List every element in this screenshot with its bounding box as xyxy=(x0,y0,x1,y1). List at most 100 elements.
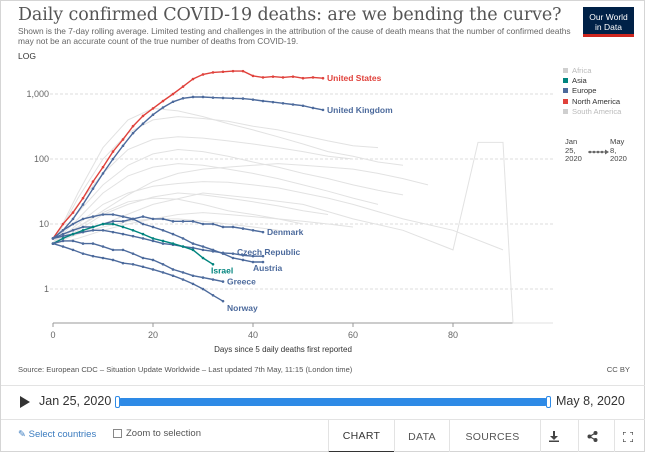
series-point xyxy=(111,150,115,153)
series-point xyxy=(71,222,75,226)
slider-end-handle[interactable] xyxy=(546,396,551,408)
series-point xyxy=(171,220,175,223)
select-countries-link[interactable]: ✎ Select countries xyxy=(18,429,96,440)
zoom-checkbox[interactable] xyxy=(113,429,122,438)
series-point xyxy=(141,237,145,240)
series-point xyxy=(51,237,55,240)
series-point xyxy=(281,76,285,79)
series-point xyxy=(81,242,85,245)
slider-start-handle[interactable] xyxy=(115,396,120,408)
series-point xyxy=(111,157,115,161)
series-point xyxy=(181,85,185,88)
series-point xyxy=(161,217,165,221)
y-tick-label: 1,000 xyxy=(26,89,49,99)
series-point xyxy=(261,254,265,258)
series-point xyxy=(241,254,245,257)
axes: 1 10 100 1,000 0 20 40 60 80 xyxy=(26,89,553,340)
series-label: Norway xyxy=(227,303,258,313)
series-point xyxy=(61,237,65,240)
share-button[interactable] xyxy=(578,420,605,452)
timeline-start-date: Jan 25, 2020 xyxy=(39,394,112,408)
series-point xyxy=(211,294,215,297)
zoom-to-selection-toggle[interactable]: Zoom to selection xyxy=(113,428,201,439)
owid-logo[interactable]: Our World in Data xyxy=(583,7,634,37)
series-point xyxy=(111,220,115,223)
series-point xyxy=(101,222,105,226)
series-point xyxy=(261,230,265,234)
y-tick-label: 100 xyxy=(34,154,49,164)
series-point xyxy=(111,213,115,216)
x-tick-label: 20 xyxy=(148,330,158,340)
series-label: Czech Republic xyxy=(237,247,301,257)
series-point xyxy=(121,220,125,223)
series-point xyxy=(251,254,255,258)
series-line xyxy=(52,213,263,263)
x-axis-label: Days since 5 daily deaths first reported xyxy=(214,345,352,354)
series-point xyxy=(81,217,85,221)
series-point xyxy=(241,69,245,73)
download-button[interactable] xyxy=(540,420,567,452)
legend-item[interactable]: Europe xyxy=(563,86,621,96)
series-point xyxy=(171,242,175,245)
series-point xyxy=(61,245,65,248)
legend-swatch xyxy=(563,98,568,104)
series-point xyxy=(181,245,185,248)
series-point xyxy=(181,96,185,100)
series-point xyxy=(121,261,125,265)
series-point xyxy=(91,225,95,229)
series-point xyxy=(141,256,145,260)
series-line xyxy=(52,242,224,302)
series-point xyxy=(151,225,155,229)
legend-item[interactable]: North America xyxy=(563,96,621,106)
timeline-slider[interactable] xyxy=(115,396,551,408)
series-point xyxy=(211,71,215,74)
tab-chart[interactable]: CHART xyxy=(328,420,394,452)
tab-sources[interactable]: SOURCES xyxy=(449,420,535,452)
play-icon[interactable] xyxy=(20,396,30,408)
series-point xyxy=(161,271,165,274)
series-point xyxy=(101,256,105,260)
series-point xyxy=(321,108,325,112)
series-point xyxy=(211,262,215,266)
legend-swatch xyxy=(563,88,568,94)
log-scale-toggle[interactable]: LOG xyxy=(18,51,36,61)
license-label[interactable]: CC BY xyxy=(606,365,630,374)
legend-item[interactable]: Asia xyxy=(563,75,621,85)
series-point xyxy=(201,73,205,76)
series-point xyxy=(141,122,145,125)
series-point xyxy=(191,242,195,245)
series-point xyxy=(151,217,155,221)
series-line xyxy=(52,96,324,239)
series-point xyxy=(101,165,105,169)
legend-label: Asia xyxy=(572,76,587,86)
series-point xyxy=(221,96,225,100)
legend-label: Africa xyxy=(572,65,592,75)
download-icon xyxy=(549,431,559,442)
region-legend: Africa Asia Europe North America South Ameri… xyxy=(563,65,621,117)
logo-line-2: in Data xyxy=(595,22,622,32)
fullscreen-button[interactable] xyxy=(614,420,641,452)
series-point xyxy=(141,114,145,118)
timeline-end-date: May 8, 2020 xyxy=(556,394,625,408)
select-countries-label: Select countries xyxy=(28,429,97,440)
series-point xyxy=(171,274,175,278)
tab-data[interactable]: DATA xyxy=(394,420,449,452)
series-point xyxy=(251,260,255,264)
series-point xyxy=(71,248,75,252)
source-note[interactable]: Source: European CDC – Situation Update … xyxy=(18,365,353,374)
series-point xyxy=(271,75,275,78)
series-point xyxy=(71,229,75,232)
series-point xyxy=(191,220,195,223)
series-point xyxy=(71,232,75,236)
series-point xyxy=(271,100,275,104)
logo-line-1: Our World xyxy=(589,12,628,22)
x-tick-label: 80 xyxy=(448,330,458,340)
series-point xyxy=(91,187,95,190)
series-point xyxy=(81,252,85,255)
series-point xyxy=(171,100,175,104)
series-point xyxy=(221,225,225,229)
series-point xyxy=(261,99,265,103)
legend-item[interactable]: South America xyxy=(563,107,621,117)
legend-item[interactable]: Africa xyxy=(563,65,621,75)
series-point xyxy=(101,172,105,175)
